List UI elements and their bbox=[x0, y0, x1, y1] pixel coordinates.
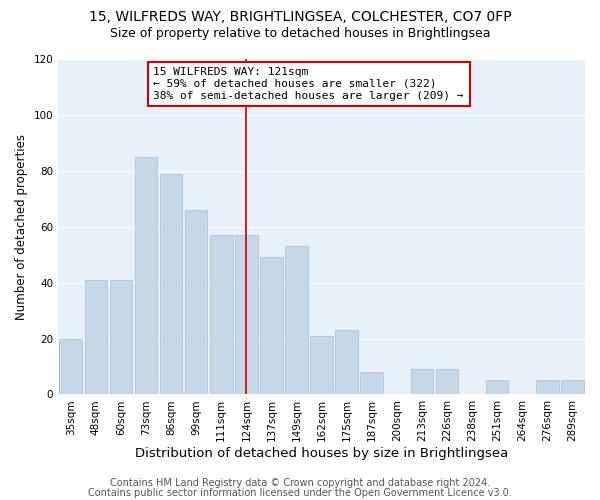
Bar bbox=[160, 174, 182, 394]
Text: Contains HM Land Registry data © Crown copyright and database right 2024.: Contains HM Land Registry data © Crown c… bbox=[110, 478, 490, 488]
Bar bbox=[436, 370, 458, 394]
Text: Contains public sector information licensed under the Open Government Licence v3: Contains public sector information licen… bbox=[88, 488, 512, 498]
Bar bbox=[310, 336, 333, 394]
Text: 15 WILFREDS WAY: 121sqm
← 59% of detached houses are smaller (322)
38% of semi-d: 15 WILFREDS WAY: 121sqm ← 59% of detache… bbox=[154, 68, 464, 100]
Bar bbox=[185, 210, 208, 394]
Bar bbox=[361, 372, 383, 394]
Bar bbox=[210, 235, 233, 394]
Y-axis label: Number of detached properties: Number of detached properties bbox=[15, 134, 28, 320]
Text: 15, WILFREDS WAY, BRIGHTLINGSEA, COLCHESTER, CO7 0FP: 15, WILFREDS WAY, BRIGHTLINGSEA, COLCHES… bbox=[89, 10, 511, 24]
Bar bbox=[85, 280, 107, 394]
Text: Size of property relative to detached houses in Brightlingsea: Size of property relative to detached ho… bbox=[110, 28, 490, 40]
Bar bbox=[561, 380, 584, 394]
Bar bbox=[260, 258, 283, 394]
Bar bbox=[59, 338, 82, 394]
Bar bbox=[134, 157, 157, 394]
Bar bbox=[410, 370, 433, 394]
Bar bbox=[235, 235, 257, 394]
Bar bbox=[110, 280, 132, 394]
Bar bbox=[285, 246, 308, 394]
Bar bbox=[536, 380, 559, 394]
Bar bbox=[335, 330, 358, 394]
Bar bbox=[486, 380, 508, 394]
X-axis label: Distribution of detached houses by size in Brightlingsea: Distribution of detached houses by size … bbox=[135, 447, 508, 460]
